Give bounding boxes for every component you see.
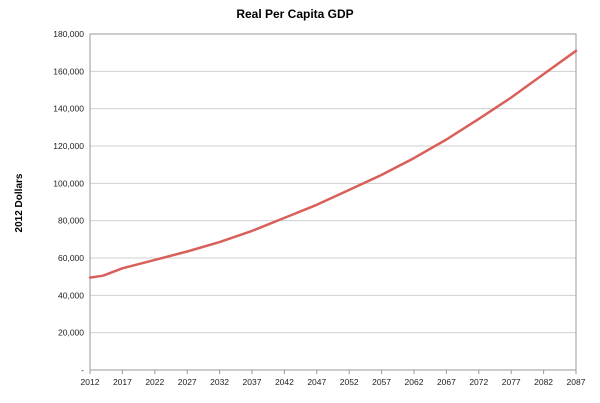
series-group bbox=[88, 49, 578, 279]
x-tick-label: 2017 bbox=[113, 377, 132, 387]
y-tick-label: 60,000 bbox=[58, 253, 84, 263]
y-tick-label: 140,000 bbox=[53, 104, 84, 114]
x-tick-label: 2082 bbox=[534, 377, 553, 387]
y-tick-label: 180,000 bbox=[53, 29, 84, 39]
y-tick-label: 40,000 bbox=[58, 290, 84, 300]
x-tick-label: 2047 bbox=[307, 377, 326, 387]
chart-title: Real Per Capita GDP bbox=[236, 7, 353, 21]
x-tick-label: 2067 bbox=[437, 377, 456, 387]
x-axis-ticks: 2012 2017 2022 2027 2032 2037 2042 2047 2052 2057… bbox=[81, 370, 586, 387]
x-tick-label: 2052 bbox=[340, 377, 359, 387]
x-tick-label: 2012 bbox=[81, 377, 100, 387]
y-axis-ticks: - 20,000 40,000 60,000 80,000 100,000 120,000 1… bbox=[53, 29, 84, 375]
x-tick-label: 2072 bbox=[469, 377, 488, 387]
y-tick-label: 20,000 bbox=[58, 328, 84, 338]
gridlines bbox=[90, 33, 576, 334]
x-tick-label: 2087 bbox=[567, 377, 586, 387]
y-tick-label: 100,000 bbox=[53, 178, 84, 188]
x-tick-label: 2077 bbox=[502, 377, 521, 387]
y-tick-label: 160,000 bbox=[53, 66, 84, 76]
x-tick-label: 2037 bbox=[243, 377, 262, 387]
y-tick-label: 80,000 bbox=[58, 216, 84, 226]
series-line-real-per-capita-gdp bbox=[88, 49, 578, 279]
x-tick-label: 2057 bbox=[372, 377, 391, 387]
x-tick-label: 2022 bbox=[145, 377, 164, 387]
x-tick-label: 2062 bbox=[405, 377, 424, 387]
x-tick-label: 2042 bbox=[275, 377, 294, 387]
y-tick-label: - bbox=[81, 365, 84, 375]
plot-area bbox=[89, 33, 577, 371]
x-tick-label: 2032 bbox=[210, 377, 229, 387]
y-tick-label: 120,000 bbox=[53, 141, 84, 151]
x-tick-label: 2027 bbox=[178, 377, 197, 387]
y-axis-label: 2012 Dollars bbox=[14, 173, 25, 232]
